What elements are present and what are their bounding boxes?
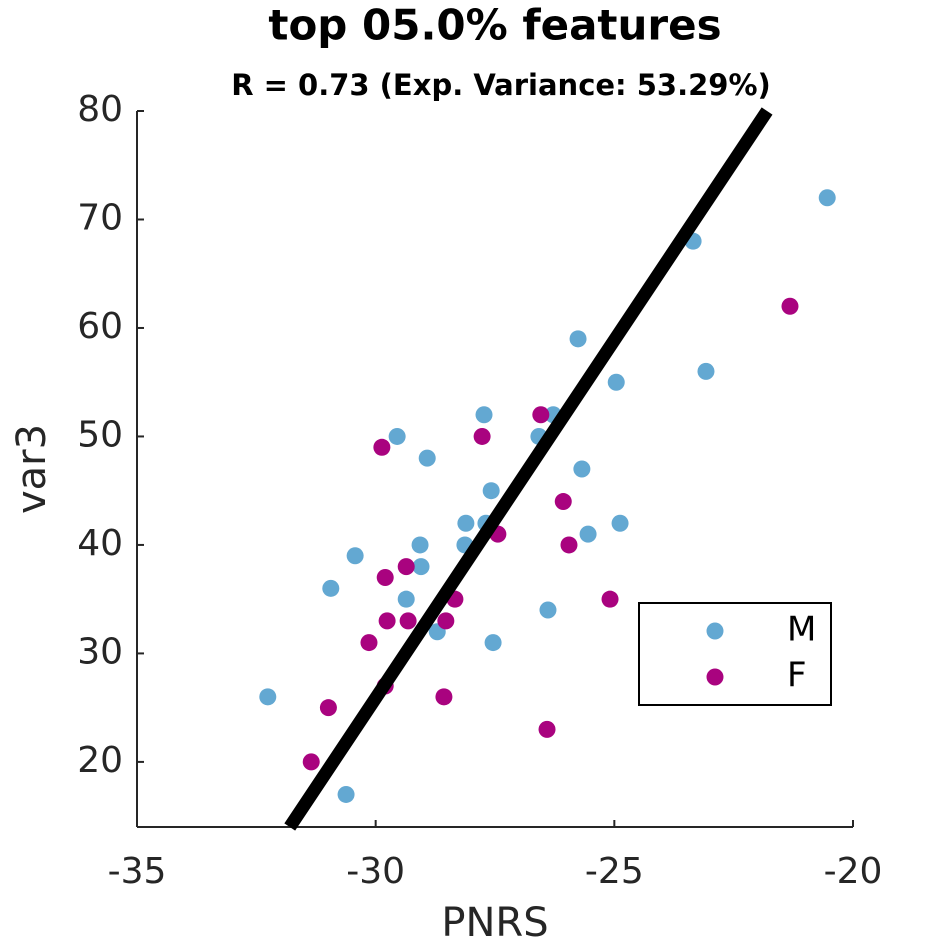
scatter-point (411, 536, 429, 554)
scatter-point (360, 634, 378, 652)
scatter-point (569, 330, 587, 348)
scatter-point (475, 406, 493, 424)
scatter-point (473, 427, 491, 445)
scatter-point (376, 568, 394, 586)
scatter-point (418, 449, 436, 467)
y-tick-label: 70 (77, 197, 123, 238)
scatter-point (435, 688, 453, 706)
chart-title: top 05.0% features (268, 1, 721, 50)
scatter-point (373, 438, 391, 456)
scatter-point (539, 601, 557, 619)
y-tick-label: 20 (77, 740, 123, 781)
y-tick-label: 60 (77, 306, 123, 347)
y-axis-label: var3 (9, 424, 55, 514)
scatter-point (482, 482, 500, 500)
scatter-point (601, 590, 619, 608)
legend-box (638, 602, 832, 706)
scatter-point (457, 514, 475, 532)
scatter-point (397, 558, 415, 576)
scatter-point (259, 688, 277, 706)
scatter-point (538, 720, 556, 738)
legend-marker (706, 622, 724, 640)
legend-label: M (787, 610, 816, 650)
scatter-point (322, 579, 340, 597)
scatter-point (337, 785, 355, 803)
scatter-point (319, 699, 337, 717)
scatter-point (607, 373, 625, 391)
scatter-point (697, 362, 715, 380)
scatter-point (378, 612, 396, 630)
scatter-point (346, 547, 364, 565)
y-tick-label: 40 (77, 523, 123, 564)
scatter-point (579, 525, 597, 543)
scatter-point (573, 460, 591, 478)
x-tick-label: -25 (585, 851, 644, 892)
scatter-point (560, 536, 578, 554)
scatter-point (532, 406, 550, 424)
y-tick-label: 50 (77, 414, 123, 455)
scatter-point (484, 634, 502, 652)
scatter-point (437, 612, 455, 630)
legend-label: F (787, 656, 807, 696)
x-tick-label: -35 (108, 851, 167, 892)
scatter-point (388, 427, 406, 445)
scatter-point (412, 558, 430, 576)
scatter-point (781, 297, 799, 315)
x-tick-label: -20 (824, 851, 883, 892)
fit-line (284, 107, 773, 831)
scatter-point (554, 493, 572, 511)
scatter-point (399, 612, 417, 630)
scatter-point (397, 590, 415, 608)
scatter-point (611, 514, 629, 532)
y-tick-label: 30 (77, 631, 123, 672)
x-tick-label: -30 (346, 851, 405, 892)
scatter-point (818, 189, 836, 207)
x-axis-label: PNRS (441, 900, 548, 945)
legend-marker (706, 668, 724, 686)
chart-subtitle: R = 0.73 (Exp. Variance: 53.29%) (231, 68, 771, 102)
scatter-point (302, 753, 320, 771)
y-tick-label: 80 (77, 89, 123, 130)
